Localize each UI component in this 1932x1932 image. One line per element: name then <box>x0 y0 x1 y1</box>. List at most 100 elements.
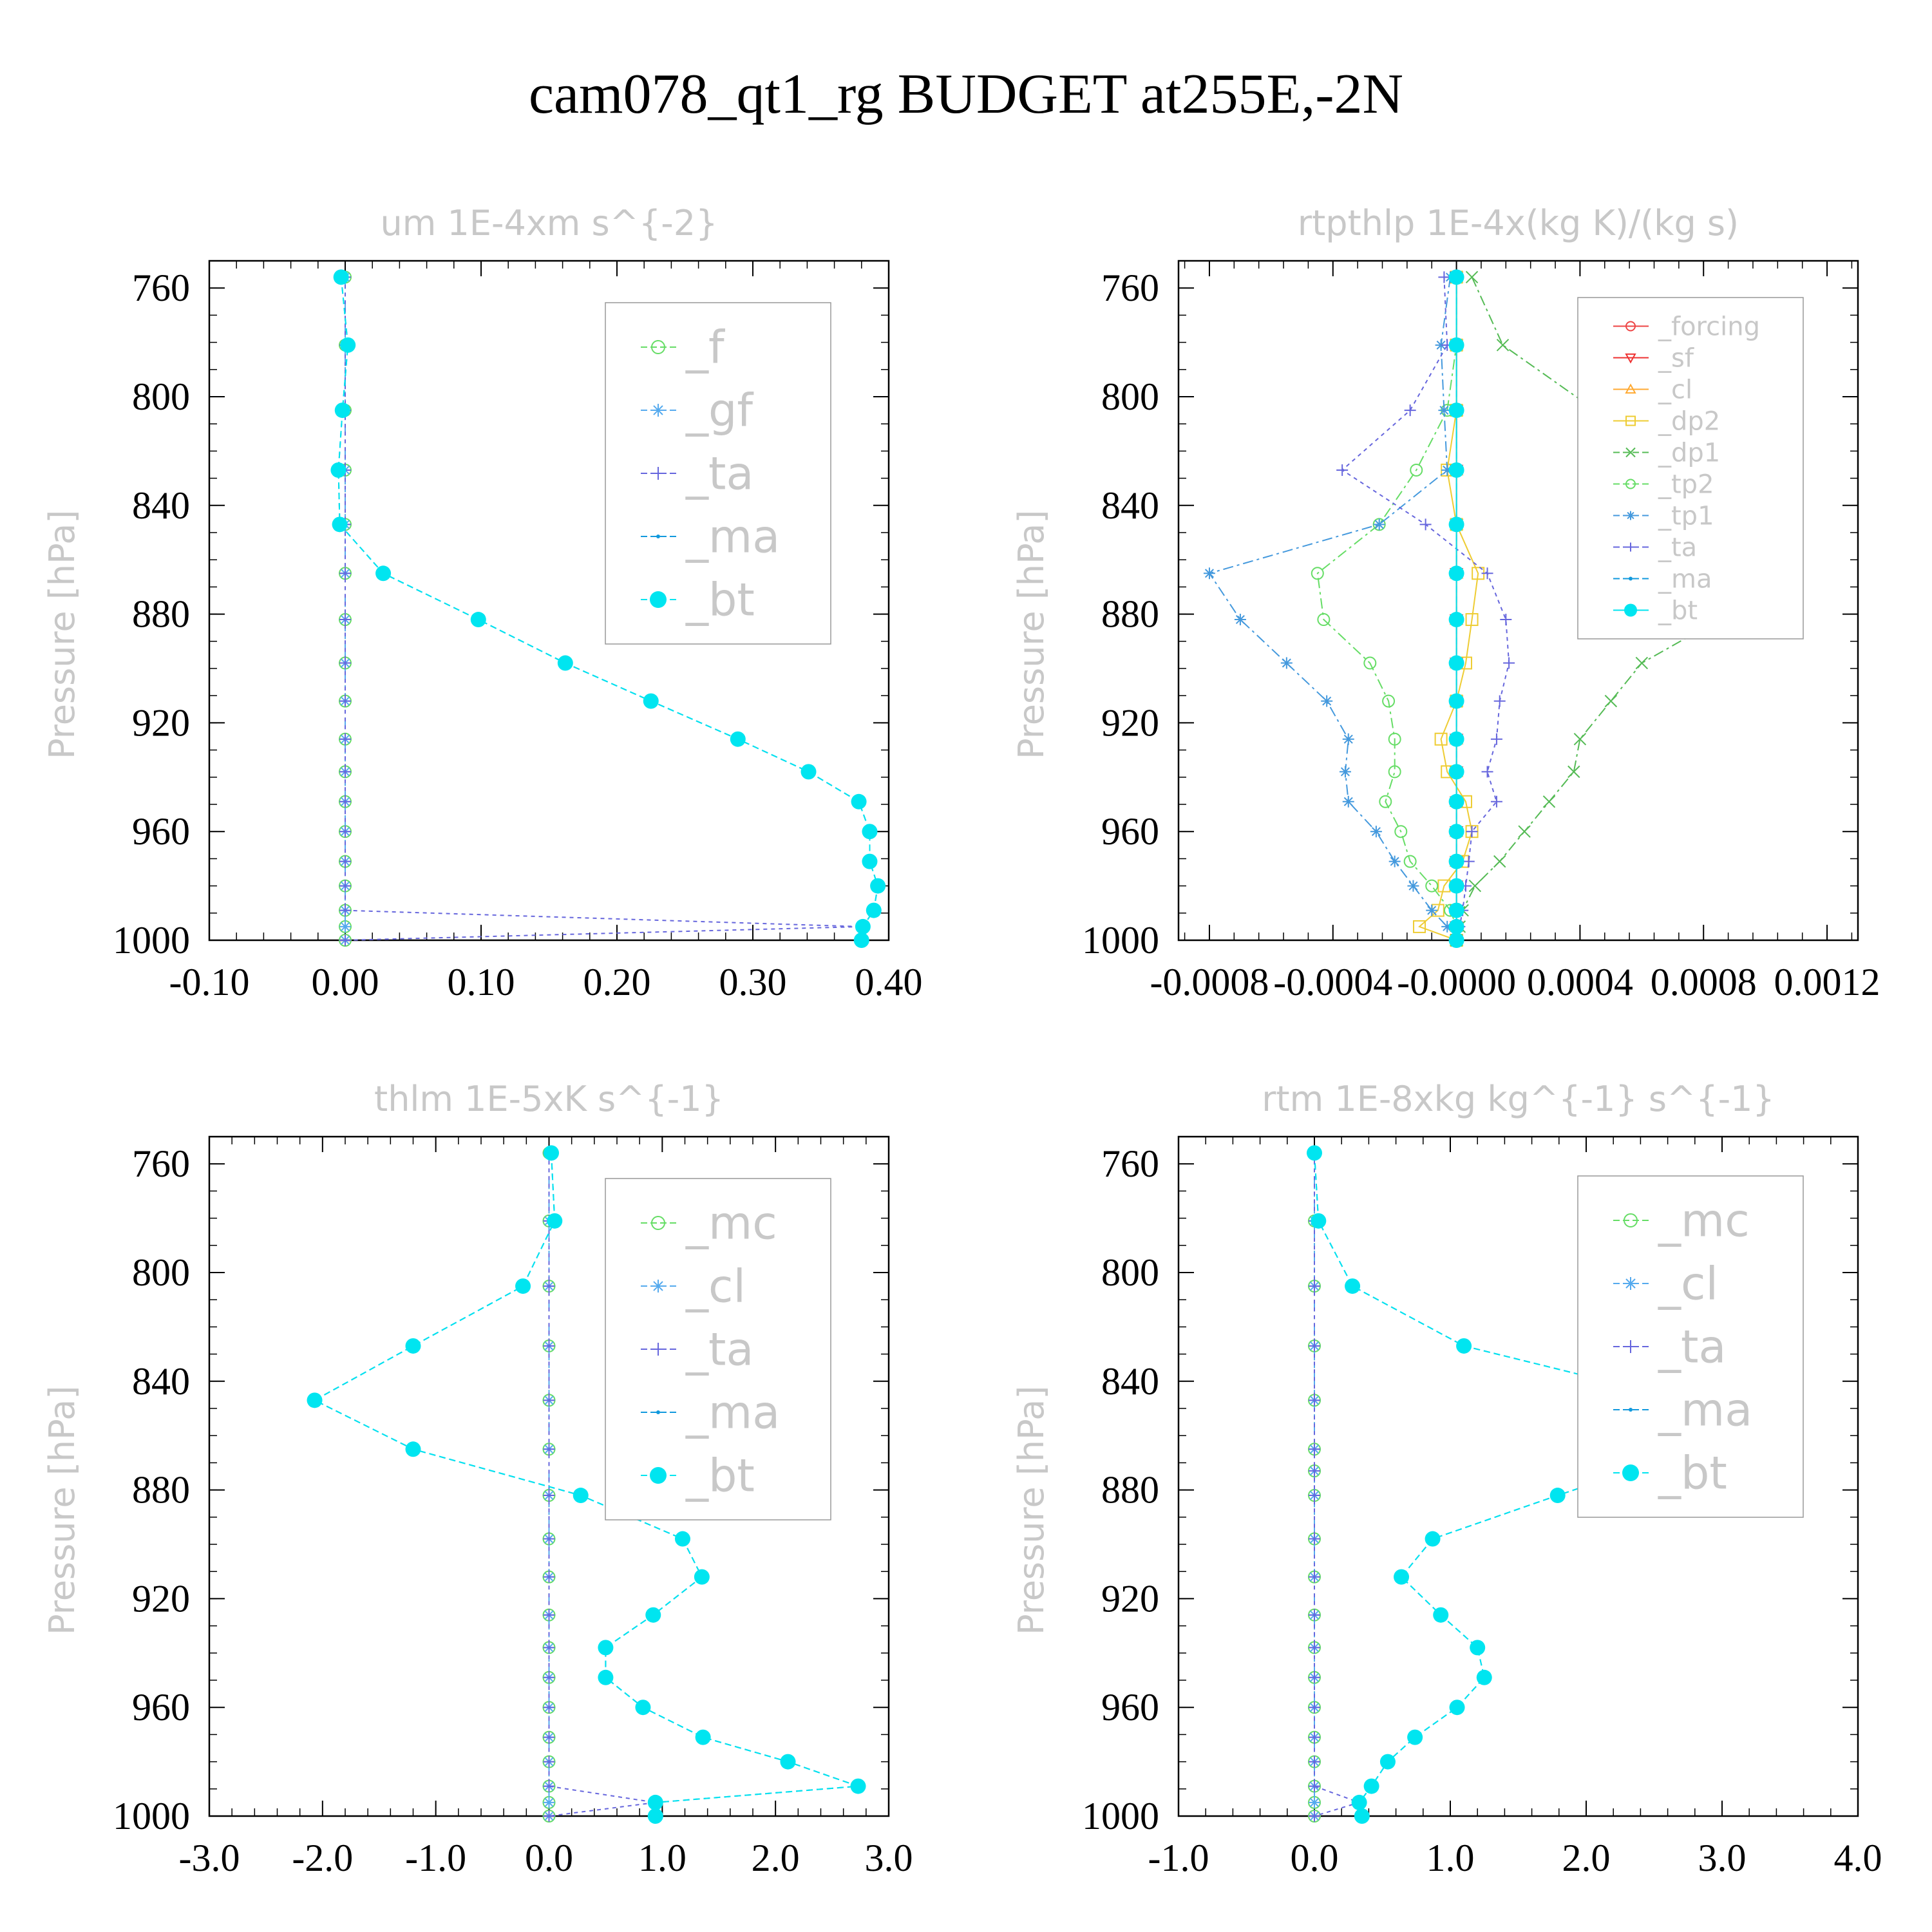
data-point <box>1456 1338 1472 1354</box>
legend-item: _tp1 <box>1613 502 1714 531</box>
y-tick-label: 760 <box>1101 1142 1159 1185</box>
data-point <box>375 565 392 582</box>
data-point <box>339 880 351 892</box>
data-point <box>1448 516 1464 533</box>
data-point <box>1448 402 1464 419</box>
series-group <box>330 269 886 948</box>
series-line <box>1418 277 1479 941</box>
data-point <box>1309 1443 1320 1455</box>
data-point <box>334 402 350 419</box>
legend-marker <box>1624 603 1637 617</box>
legend-label: _tp1 <box>1658 502 1714 531</box>
data-point <box>1518 825 1531 838</box>
data-point <box>1448 462 1464 478</box>
data-point <box>1448 269 1464 285</box>
y-tick-label: 840 <box>1101 484 1159 527</box>
y-tick-label: 920 <box>1101 701 1159 744</box>
data-point <box>851 793 867 810</box>
chart-panel-3: thlm 1E-5xK s^{-1} Pressure [hPa] -3.0 -2.0… <box>42 1079 913 1879</box>
data-point <box>339 934 351 946</box>
data-point <box>339 657 351 669</box>
data-point <box>1448 853 1464 869</box>
plot-frame <box>1177 1135 1859 1817</box>
legend-label: _ma <box>685 511 780 564</box>
legend-item: _f <box>641 321 725 374</box>
data-point <box>1309 1533 1320 1545</box>
x-tick-label: 2.0 <box>1562 1837 1611 1879</box>
legend-marker <box>1625 321 1636 332</box>
y-tick-label: 880 <box>132 593 190 636</box>
legend-marker <box>1625 447 1636 458</box>
x-tick-label: 0.0 <box>1291 1837 1339 1879</box>
x-tick-label: -1.0 <box>405 1837 466 1879</box>
data-point <box>1419 518 1432 531</box>
data-point <box>1573 733 1587 746</box>
data-point <box>340 337 356 353</box>
data-point <box>1476 1669 1492 1685</box>
y-axis-label: Pressure [hPa] <box>42 510 82 759</box>
data-point <box>1311 1213 1327 1229</box>
data-point <box>543 1642 555 1654</box>
data-point <box>543 1609 555 1621</box>
data-point <box>543 1810 555 1822</box>
data-point <box>862 853 878 869</box>
data-point <box>543 1756 555 1768</box>
data-point <box>1493 695 1506 707</box>
data-point <box>1481 567 1493 580</box>
data-point <box>1309 1465 1320 1477</box>
data-point <box>780 1754 796 1770</box>
legend-item: _ta <box>641 448 753 500</box>
legend-label: _ta <box>685 1323 753 1376</box>
data-point <box>543 1533 555 1545</box>
data-point <box>543 1701 555 1714</box>
y-tick-label: 960 <box>132 1686 190 1728</box>
series-line <box>313 1153 858 1816</box>
data-point <box>1234 614 1246 626</box>
series-tp2 <box>1311 270 1463 947</box>
legend-marker <box>651 340 665 354</box>
data-point <box>1307 1145 1322 1161</box>
series-ta <box>1336 271 1515 946</box>
x-tick-label: 4.0 <box>1834 1837 1882 1879</box>
y-tick-label: 760 <box>1101 267 1159 309</box>
data-point <box>1449 1700 1465 1716</box>
data-point <box>1448 655 1464 671</box>
legend-marker <box>1626 542 1635 552</box>
data-point <box>1394 1569 1410 1585</box>
legend-marker <box>1624 1340 1637 1353</box>
y-tick-label: 960 <box>1101 1686 1159 1728</box>
chart-panel-2: rtpthlp 1E-4x(kg K)/(kg s) Pressure [hPa]… <box>1011 203 1880 1003</box>
data-point <box>1309 1394 1320 1406</box>
y-tick-label: 920 <box>132 1577 190 1620</box>
y-tick-label: 840 <box>1101 1360 1159 1403</box>
data-point <box>1466 826 1478 838</box>
data-point <box>1403 855 1417 868</box>
legend-item: _cl <box>1613 375 1692 405</box>
legend-item: _ta <box>1613 533 1697 563</box>
data-point <box>1309 1340 1320 1352</box>
legend-label: _gf <box>685 384 753 437</box>
legend: _mc _cl _ta _ma _bt <box>1577 1175 1804 1518</box>
legend-item: _sf <box>1613 344 1694 374</box>
legend-box <box>1577 297 1804 639</box>
data-point <box>1500 614 1512 626</box>
data-point <box>1370 826 1382 838</box>
data-point <box>1309 1756 1320 1768</box>
y-tick-label: 800 <box>1101 375 1159 418</box>
data-point <box>543 1340 555 1352</box>
data-point <box>1311 567 1324 580</box>
legend-marker <box>1626 511 1635 520</box>
data-point <box>470 612 486 628</box>
figure-title: cam078_qt1_rg BUDGET at255E,-2N <box>529 63 1403 126</box>
legend-marker <box>650 1467 667 1484</box>
legend-label: _bt <box>1658 596 1698 626</box>
data-point <box>1321 695 1333 707</box>
data-point <box>339 614 351 626</box>
data-point <box>1280 657 1293 669</box>
series-group <box>307 1145 866 1824</box>
x-tick-label: 2.0 <box>752 1837 800 1879</box>
legend-label: _ma <box>685 1387 780 1439</box>
legend-marker <box>650 591 667 608</box>
x-tick-label: 1.0 <box>638 1837 687 1879</box>
legend-label: _ma <box>1658 1384 1752 1437</box>
